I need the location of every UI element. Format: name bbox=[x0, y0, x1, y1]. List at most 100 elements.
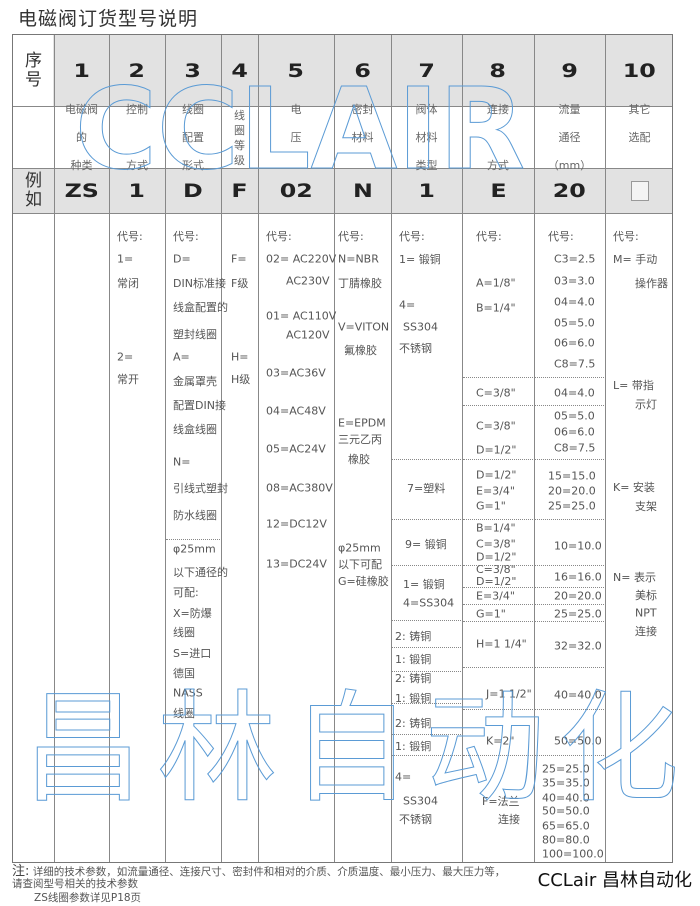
column-9-code-item: 32=32.0 bbox=[554, 639, 602, 653]
column-label-line: 选配 bbox=[628, 131, 651, 144]
dotted-divider bbox=[463, 587, 533, 588]
dotted-divider bbox=[535, 604, 604, 605]
column-8-code-item: 代号: bbox=[476, 230, 502, 243]
column-divider bbox=[391, 35, 392, 862]
column-2-code-item: 代号: bbox=[117, 230, 143, 243]
column-3-code-item: 线盒配置的 bbox=[173, 301, 228, 314]
column-number-text: 9 bbox=[561, 59, 578, 82]
column-3-code-item: D= bbox=[173, 252, 191, 266]
column-10-code-item: NPT bbox=[635, 606, 657, 620]
column-2-code-item: 常闭 bbox=[117, 277, 139, 290]
column-divider bbox=[165, 35, 166, 862]
column-9-code-item: 代号: bbox=[548, 230, 574, 243]
column-6-code-item: G=硅橡胶 bbox=[338, 575, 389, 588]
column-3-code-item: 引线式塑封 bbox=[173, 482, 228, 495]
column-label-line: 密封 bbox=[351, 103, 374, 116]
dotted-divider bbox=[463, 377, 533, 378]
footnote: 注: 详细的技术参数，如流量通径、连接尺寸、密封件和相对的介质、介质温度、最小压… bbox=[12, 865, 512, 890]
example-code: 1 bbox=[128, 179, 146, 202]
column-label: 线圈 配置 形式 bbox=[165, 103, 221, 172]
column-label-line: 等 bbox=[234, 139, 245, 152]
column-7-code-item: 4= bbox=[395, 770, 412, 784]
column-label-line: 连接 bbox=[487, 103, 509, 116]
column-label-line: 线圈 bbox=[182, 103, 204, 116]
column-9-code-item: 25=25.0 bbox=[542, 762, 590, 776]
column-label: 连接 方式 bbox=[462, 103, 534, 172]
example-code: N bbox=[352, 179, 373, 202]
column-10-code-item: 连接 bbox=[635, 625, 657, 638]
column-3-code-item: 配置DIN接 bbox=[173, 399, 226, 412]
note-line2: ZS线圈参数详见P18页 bbox=[34, 892, 142, 904]
column-9-code-item: C8=7.5 bbox=[554, 441, 596, 455]
column-9-code-item: 16=16.0 bbox=[554, 570, 602, 584]
column-10-code-item: N= 表示 bbox=[613, 571, 656, 584]
example-row-bg bbox=[13, 168, 672, 213]
column-5-code-item: 02= AC220V bbox=[266, 252, 337, 266]
example-value: N bbox=[334, 168, 391, 213]
column-3-code-item: 可配: bbox=[173, 586, 199, 599]
column-9-code-item: 10=10.0 bbox=[554, 539, 602, 553]
column-6-code-item: φ25mm bbox=[338, 541, 381, 555]
column-5-code-item: 03=AC36V bbox=[266, 366, 326, 380]
example-value: 20 bbox=[534, 168, 605, 213]
column-label-line: 通径 bbox=[558, 131, 581, 144]
dotted-divider bbox=[392, 734, 461, 735]
column-divider bbox=[258, 35, 259, 862]
example-value: 1 bbox=[391, 168, 462, 213]
column-3-code-item: S=进口 bbox=[173, 647, 212, 660]
column-6-code-item: N=NBR bbox=[338, 252, 379, 266]
column-7-code-item: 9= 锻铜 bbox=[405, 538, 447, 551]
column-number-text: 2 bbox=[128, 59, 146, 82]
column-8-code-item: G=1" bbox=[476, 607, 506, 621]
column-8-code-item: D=1/2" bbox=[476, 550, 517, 564]
example-value[interactable] bbox=[605, 168, 674, 213]
column-number: 1 bbox=[54, 35, 109, 106]
column-number: 5 bbox=[258, 35, 334, 106]
column-10-code-item: L= 带指 bbox=[613, 379, 654, 392]
column-6-code-item: 氟橡胶 bbox=[344, 344, 377, 357]
column-label-line: 方式 bbox=[126, 159, 148, 172]
option-checkbox[interactable] bbox=[630, 180, 649, 201]
dotted-divider bbox=[535, 377, 604, 378]
column-number: 9 bbox=[534, 35, 605, 106]
column-6-code-item: E=EPDM bbox=[338, 416, 386, 430]
column-9-code-item: 25=25.0 bbox=[548, 499, 596, 513]
column-label-line: 其它 bbox=[628, 103, 651, 116]
column-8-code-item: E=3/4" bbox=[476, 484, 515, 498]
column-10-code-item: 代号: bbox=[613, 230, 639, 243]
column-number-text: 4 bbox=[231, 59, 248, 82]
column-number: 8 bbox=[462, 35, 534, 106]
dotted-divider bbox=[463, 755, 533, 756]
column-7-code-item: 4=SS304 bbox=[403, 596, 455, 610]
column-label-line: 形式 bbox=[182, 159, 204, 172]
dotted-divider bbox=[392, 671, 461, 672]
column-number-text: 5 bbox=[287, 59, 305, 82]
row-divider bbox=[13, 168, 672, 169]
column-label-line: 配置 bbox=[182, 131, 204, 144]
dotted-divider bbox=[392, 620, 461, 621]
column-number-text: 3 bbox=[184, 59, 202, 82]
dotted-divider bbox=[463, 565, 533, 566]
column-divider bbox=[334, 35, 335, 862]
column-number-text: 6 bbox=[354, 59, 371, 82]
column-9-code-item: 04=4.0 bbox=[554, 295, 595, 309]
column-9-code-item: 100=100.0 bbox=[542, 847, 604, 861]
column-8-code-item: E=3/4" bbox=[476, 589, 515, 603]
column-3-code-item: 线圈 bbox=[173, 626, 195, 639]
column-label: 阀体 材料 类型 bbox=[391, 103, 462, 172]
column-8-code-item: B=1/4" bbox=[476, 301, 516, 315]
example-value: E bbox=[462, 168, 534, 213]
example-value: F bbox=[221, 168, 258, 213]
column-8-code-item: H=1 1/4" bbox=[476, 637, 527, 651]
column-9-code-item: 65=65.0 bbox=[542, 819, 590, 833]
column-6-code-item: 三元乙丙 bbox=[338, 433, 382, 446]
column-8-code-item: C=3/8" bbox=[476, 386, 516, 400]
column-label-line: 线 bbox=[234, 109, 245, 122]
column-9-code-item: 04=4.0 bbox=[554, 386, 595, 400]
column-9-code-item: 05=5.0 bbox=[554, 409, 595, 423]
note-line1: 详细的技术参数，如流量通径、连接尺寸、密封件和相对的介质、介质温度、最小压力、最… bbox=[12, 866, 506, 890]
column-number: 2 bbox=[109, 35, 165, 106]
column-5-code-item: 04=AC48V bbox=[266, 404, 326, 418]
column-4-code-item: F级 bbox=[231, 277, 249, 290]
column-label: 电压 bbox=[258, 103, 334, 167]
